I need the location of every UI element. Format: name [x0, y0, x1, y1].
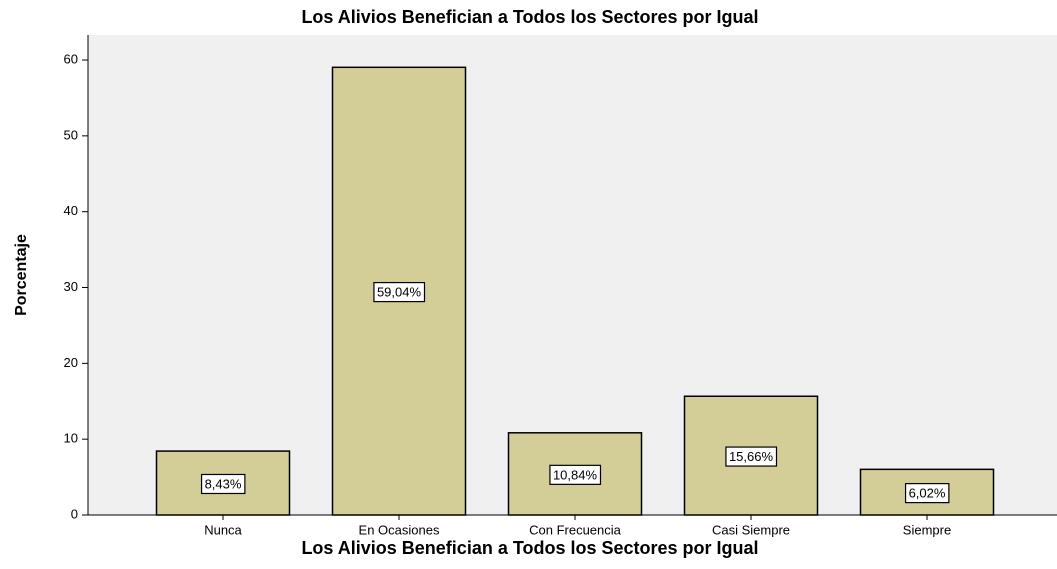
x-tick-label: Siempre — [903, 522, 951, 537]
value-label: 6,02% — [909, 486, 946, 501]
x-tick-label: Nunca — [204, 522, 242, 537]
value-label: 8,43% — [205, 476, 242, 491]
y-tick-label: 20 — [64, 355, 78, 370]
value-label: 15,66% — [729, 449, 774, 464]
y-tick-label: 0 — [71, 506, 78, 521]
value-label-box — [373, 281, 426, 303]
y-axis-label: Porcentaje — [13, 234, 30, 316]
value-label-box — [725, 446, 778, 467]
chart-title: Los Alivios Benefician a Todos los Secto… — [301, 7, 758, 27]
value-label-box — [549, 464, 602, 485]
value-label: 10,84% — [553, 467, 598, 482]
y-tick-label: 40 — [64, 203, 78, 218]
y-tick-label: 50 — [64, 127, 78, 142]
y-tick-label: 30 — [64, 279, 78, 294]
x-tick-label: Con Frecuencia — [529, 522, 622, 537]
y-tick-label: 10 — [64, 431, 78, 446]
x-tick-label: En Ocasiones — [359, 522, 440, 537]
y-tick-label: 60 — [64, 51, 78, 66]
x-tick-label: Casi Siempre — [712, 522, 790, 537]
value-label-box — [904, 483, 950, 504]
value-label: 59,04% — [377, 285, 422, 300]
value-label-box — [200, 473, 246, 495]
x-axis-label: Los Alivios Benefician a Todos los Secto… — [301, 538, 758, 558]
